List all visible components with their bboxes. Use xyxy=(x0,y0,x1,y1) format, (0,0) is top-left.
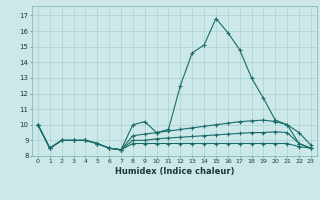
X-axis label: Humidex (Indice chaleur): Humidex (Indice chaleur) xyxy=(115,167,234,176)
